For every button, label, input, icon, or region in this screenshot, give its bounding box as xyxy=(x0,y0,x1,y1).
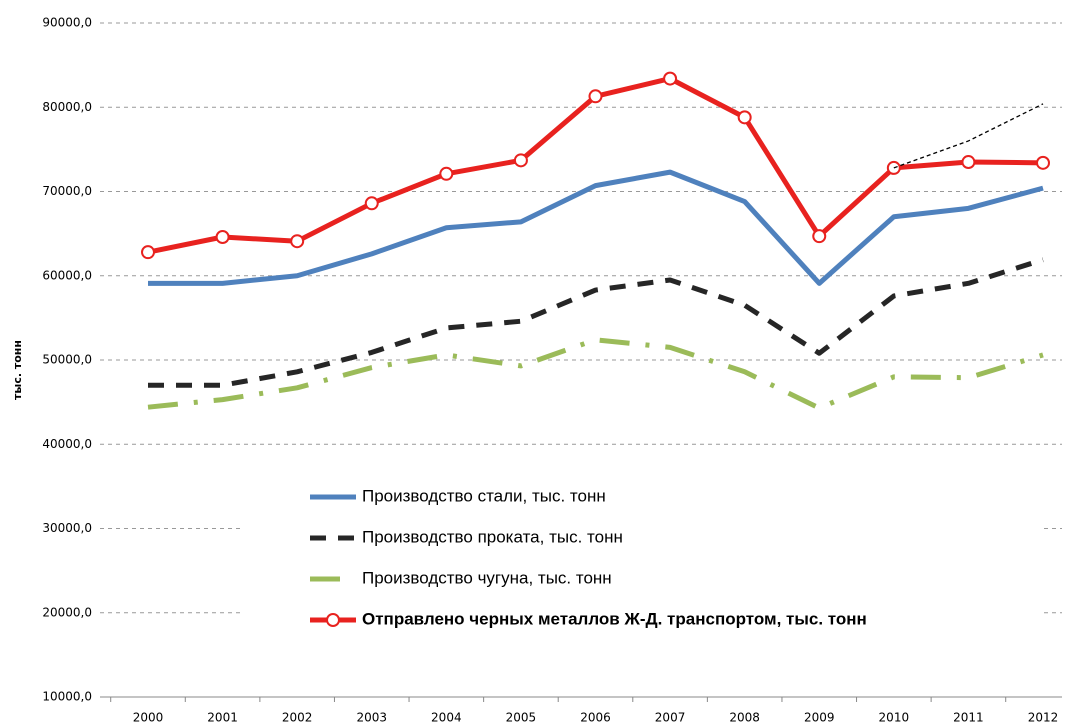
y-tick-label: 40000,0 xyxy=(42,437,92,451)
point-marker xyxy=(364,196,379,211)
point-marker xyxy=(290,234,305,249)
point-marker xyxy=(215,229,230,244)
series-line xyxy=(148,169,1044,286)
point-marker xyxy=(588,89,603,104)
point-marker xyxy=(812,229,827,244)
point-marker xyxy=(1036,155,1050,170)
point-marker xyxy=(141,245,155,260)
x-tick-label: 2011 xyxy=(953,711,984,725)
legend-label: Отправлено черных металлов Ж-Д. транспор… xyxy=(362,609,867,628)
x-tick-label: 2008 xyxy=(729,711,760,725)
legend-label: Производство стали, тыс. тонн xyxy=(362,486,606,505)
point-marker xyxy=(513,153,528,168)
x-tick-label: 2007 xyxy=(655,711,686,725)
legend-label: Производство чугуна, тыс. тонн xyxy=(362,568,612,587)
y-tick-label: 20000,0 xyxy=(42,605,92,619)
legend-label: Производство проката, тыс. тонн xyxy=(362,527,623,546)
point-marker xyxy=(961,155,976,170)
x-tick-label: 2003 xyxy=(356,711,387,725)
series-line xyxy=(147,337,1044,411)
x-tick-label: 2005 xyxy=(506,711,537,725)
point-marker xyxy=(737,110,752,125)
series-line xyxy=(893,103,1044,169)
y-tick-label: 50000,0 xyxy=(42,353,92,367)
point-marker xyxy=(439,166,454,181)
x-tick-label: 2006 xyxy=(580,711,611,725)
x-tick-label: 2001 xyxy=(207,711,238,725)
x-tick-label: 2009 xyxy=(804,711,835,725)
y-axis-label: тыс. тонн xyxy=(11,340,24,400)
x-tick-label: 2010 xyxy=(879,711,910,725)
y-tick-label: 90000,0 xyxy=(42,16,92,30)
legend-background xyxy=(240,475,1040,645)
x-tick-label: 2000 xyxy=(133,711,164,725)
y-tick-label: 60000,0 xyxy=(42,268,92,282)
y-tick-label: 10000,0 xyxy=(42,690,92,704)
x-tick-label: 2002 xyxy=(282,711,313,725)
y-tick-label: 80000,0 xyxy=(42,100,92,114)
point-marker xyxy=(663,71,678,86)
x-tick-label: 2012 xyxy=(1028,711,1059,725)
series-line xyxy=(148,257,1044,388)
series-line xyxy=(147,76,1044,255)
legend-marker xyxy=(326,613,340,627)
x-tick-label: 2004 xyxy=(431,711,462,725)
y-tick-label: 70000,0 xyxy=(42,184,92,198)
y-tick-label: 30000,0 xyxy=(42,521,92,535)
